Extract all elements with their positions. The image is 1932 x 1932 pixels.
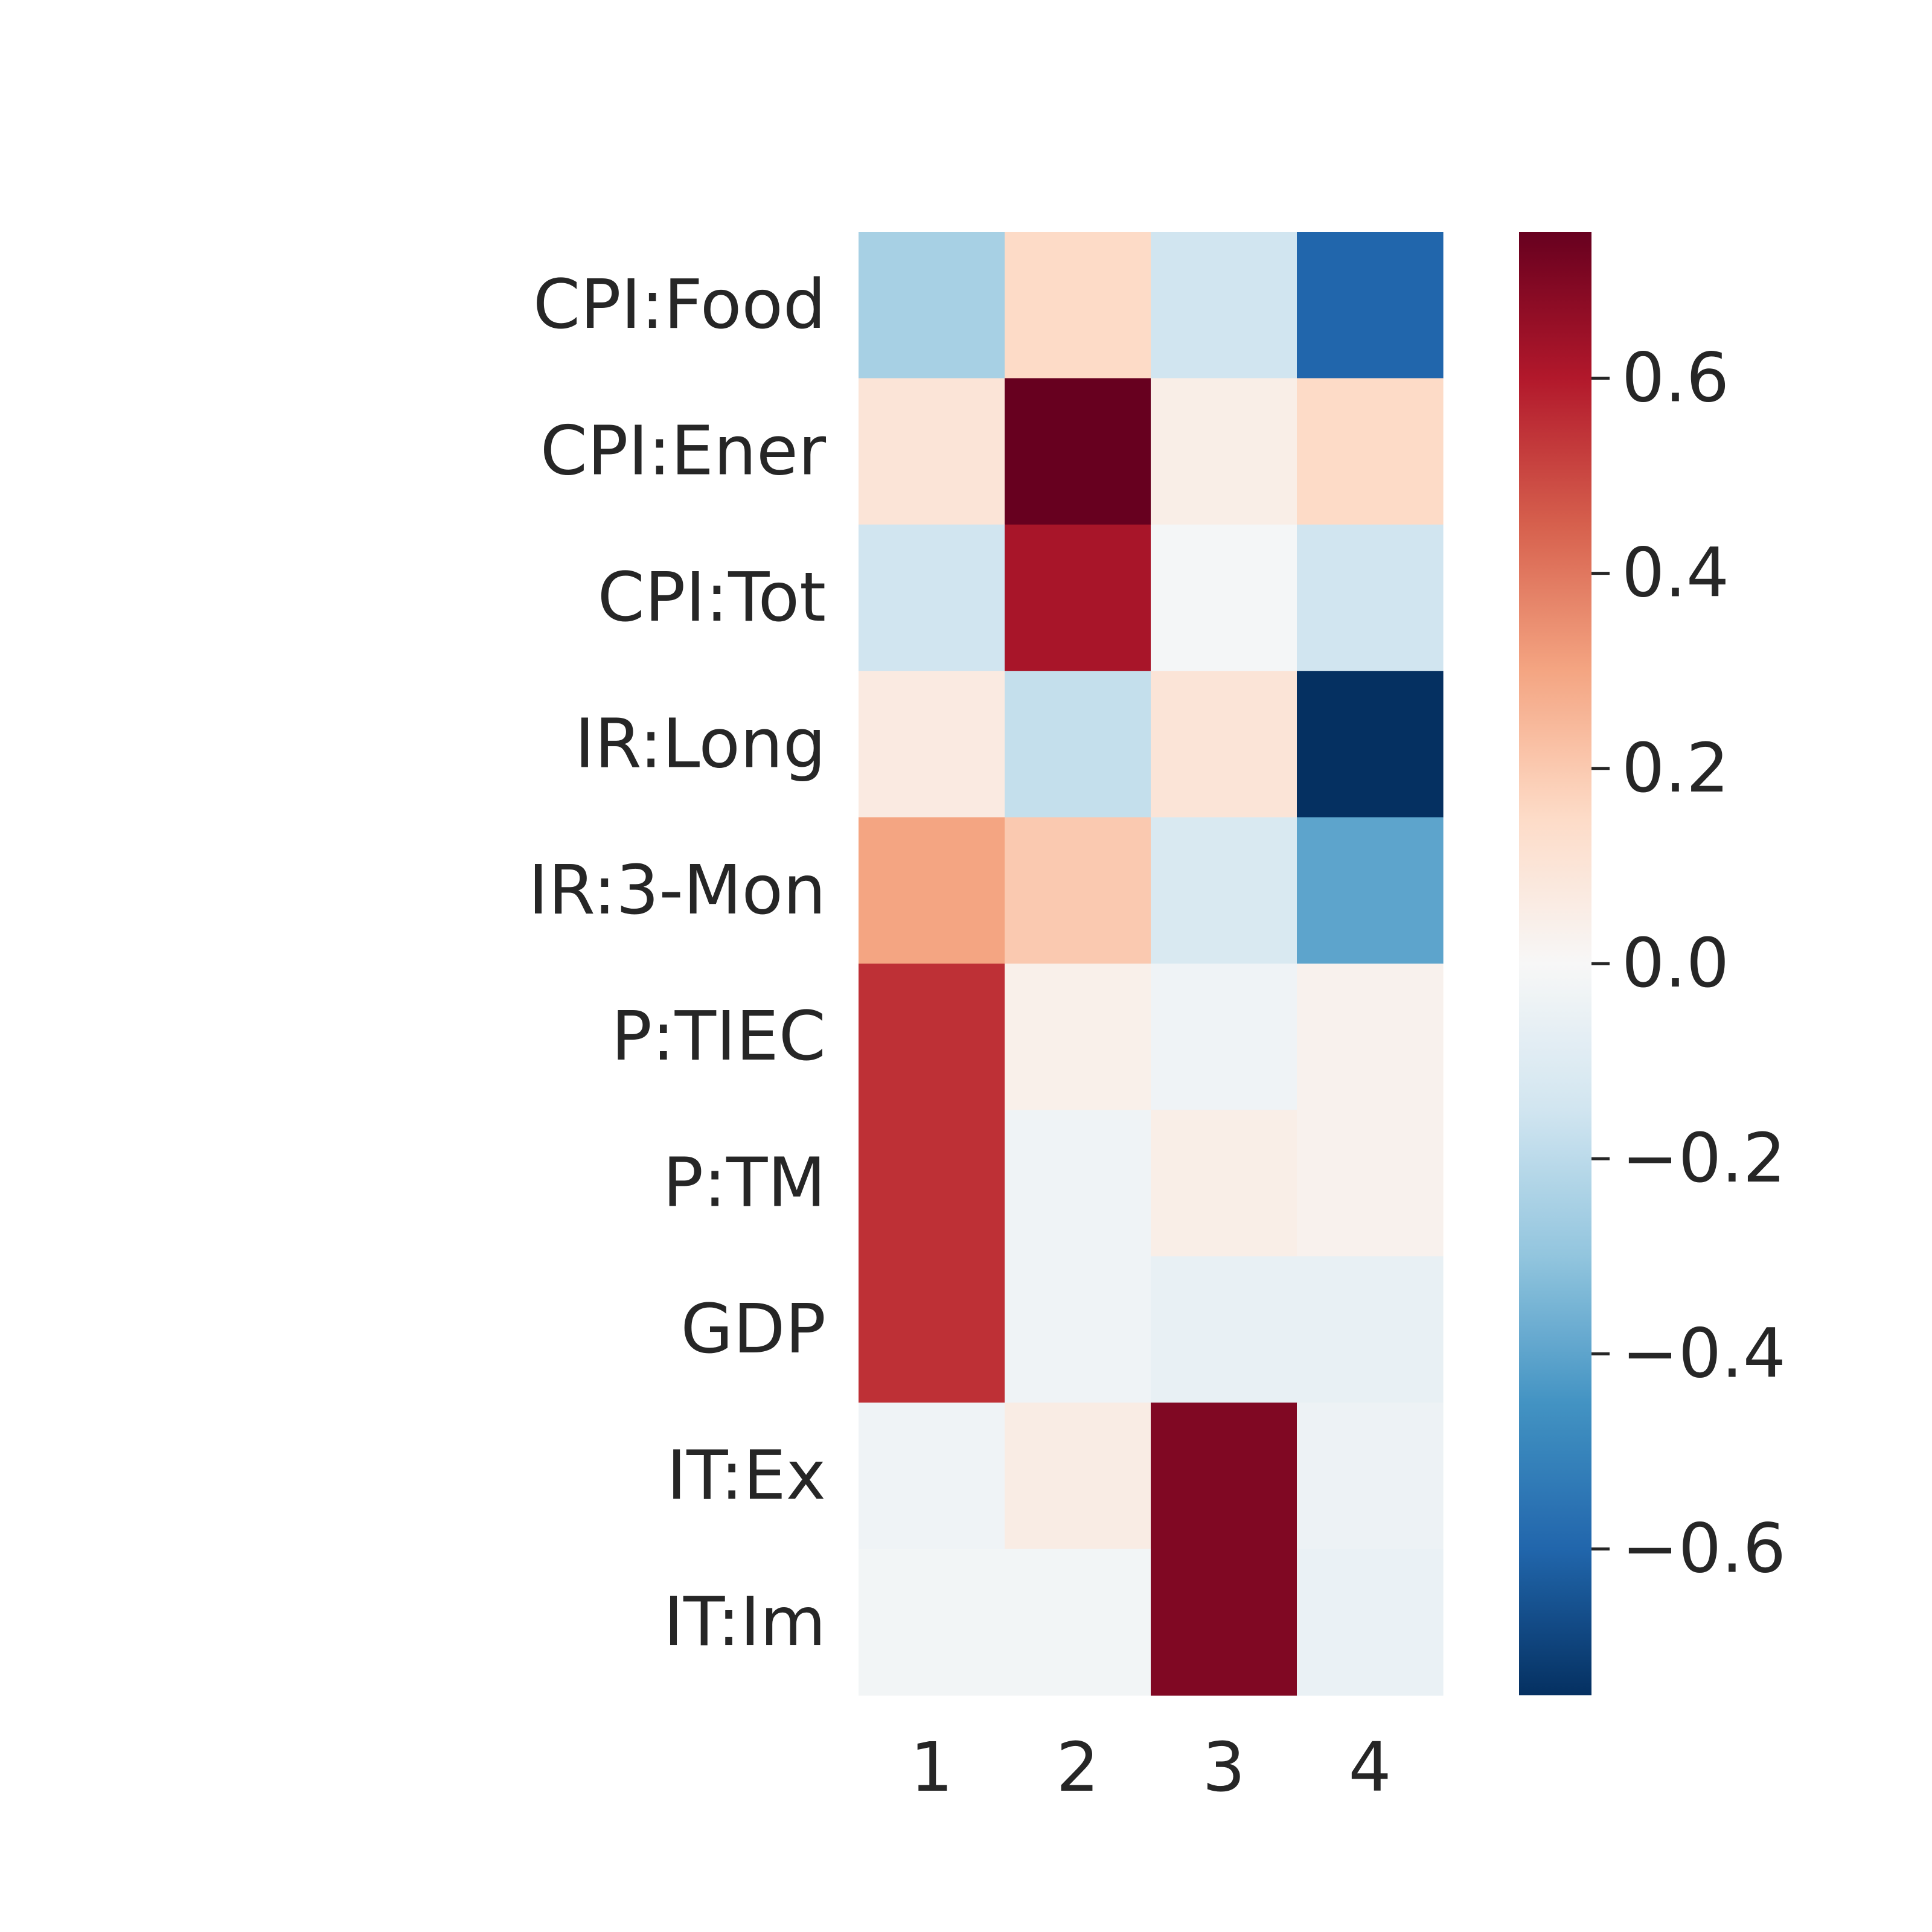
heatmap-cell xyxy=(1151,232,1297,379)
heatmap-cell xyxy=(1005,1403,1151,1550)
heatmap-cell xyxy=(859,524,1005,671)
heatmap-cell xyxy=(859,964,1005,1110)
heatmap-cell xyxy=(1005,1256,1151,1403)
heatmap-cell xyxy=(859,1256,1005,1403)
colorbar-tick-label: 0.0 xyxy=(1622,924,1729,1003)
heatmap-cell xyxy=(859,671,1005,818)
colorbar-tick-label: 0.2 xyxy=(1622,729,1729,808)
heatmap-cell xyxy=(859,1403,1005,1550)
colorbar-tick-label: −0.2 xyxy=(1622,1119,1786,1198)
heatmap-cell xyxy=(1151,1256,1297,1403)
heatmap-cell xyxy=(1151,671,1297,818)
row-label: CPI:Ener xyxy=(540,412,827,491)
heatmap-cell xyxy=(859,817,1005,964)
heatmap-cells xyxy=(859,232,1444,1696)
heatmap-cell xyxy=(1151,1549,1297,1696)
heatmap-cell xyxy=(1151,817,1297,964)
heatmap-cell xyxy=(1151,524,1297,671)
heatmap-cell xyxy=(1297,524,1444,671)
heatmap-cell xyxy=(1005,232,1151,379)
heatmap-cell xyxy=(1297,378,1444,525)
row-label: IT:Ex xyxy=(667,1436,826,1515)
row-label: IT:Im xyxy=(664,1583,826,1662)
heatmap-cell xyxy=(1151,964,1297,1110)
colorbar-tick-label: −0.4 xyxy=(1622,1314,1786,1393)
heatmap-cell xyxy=(1297,1110,1444,1257)
row-labels: CPI:Food CPI:Ener CPI:Tot IR:Long IR:3-Mon P:… xyxy=(528,266,827,1662)
heatmap-cell xyxy=(859,1549,1005,1696)
column-label: 3 xyxy=(1202,1729,1245,1807)
colorbar-ticks: 0.6 0.4 0.2 0.0 −0.2 −0.4 −0.6 xyxy=(1591,339,1786,1588)
row-label: P:TIEC xyxy=(611,997,826,1076)
row-label: IR:3-Mon xyxy=(528,851,826,930)
row-label: P:TM xyxy=(663,1144,826,1223)
heatmap-cell xyxy=(1005,964,1151,1110)
heatmap-cell xyxy=(1151,1403,1297,1550)
heatmap-cell xyxy=(1151,378,1297,525)
heatmap-cell xyxy=(859,1110,1005,1257)
heatmap-cell xyxy=(1005,817,1151,964)
row-label: GDP xyxy=(680,1290,826,1369)
row-label: IR:Long xyxy=(575,705,826,783)
heatmap-cell xyxy=(1005,378,1151,525)
heatmap-cell xyxy=(1297,232,1444,379)
heatmap-cell xyxy=(859,378,1005,525)
column-label: 1 xyxy=(910,1729,953,1807)
colorbar xyxy=(1519,232,1591,1695)
colorbar-tick-label: 0.6 xyxy=(1622,339,1729,417)
heatmap-cell xyxy=(1297,1403,1444,1550)
heatmap-cell xyxy=(859,232,1005,379)
heatmap-cell xyxy=(1005,1110,1151,1257)
heatmap-cell xyxy=(1151,1110,1297,1257)
row-label: CPI:Tot xyxy=(598,558,826,637)
column-label: 2 xyxy=(1056,1729,1099,1807)
row-label: CPI:Food xyxy=(533,266,826,344)
heatmap-cell xyxy=(1297,964,1444,1110)
heatmap-cell xyxy=(1297,817,1444,964)
heatmap-cell xyxy=(1005,524,1151,671)
colorbar-tick-label: −0.6 xyxy=(1622,1510,1786,1588)
column-labels: 1 2 3 4 xyxy=(910,1729,1391,1807)
heatmap-cell xyxy=(1297,671,1444,818)
column-label: 4 xyxy=(1348,1729,1391,1807)
heatmap-cell xyxy=(1005,671,1151,818)
heatmap-cell xyxy=(1297,1256,1444,1403)
heatmap-cell xyxy=(1005,1549,1151,1696)
heatmap-cell xyxy=(1297,1549,1444,1696)
colorbar-tick-label: 0.4 xyxy=(1622,534,1729,613)
